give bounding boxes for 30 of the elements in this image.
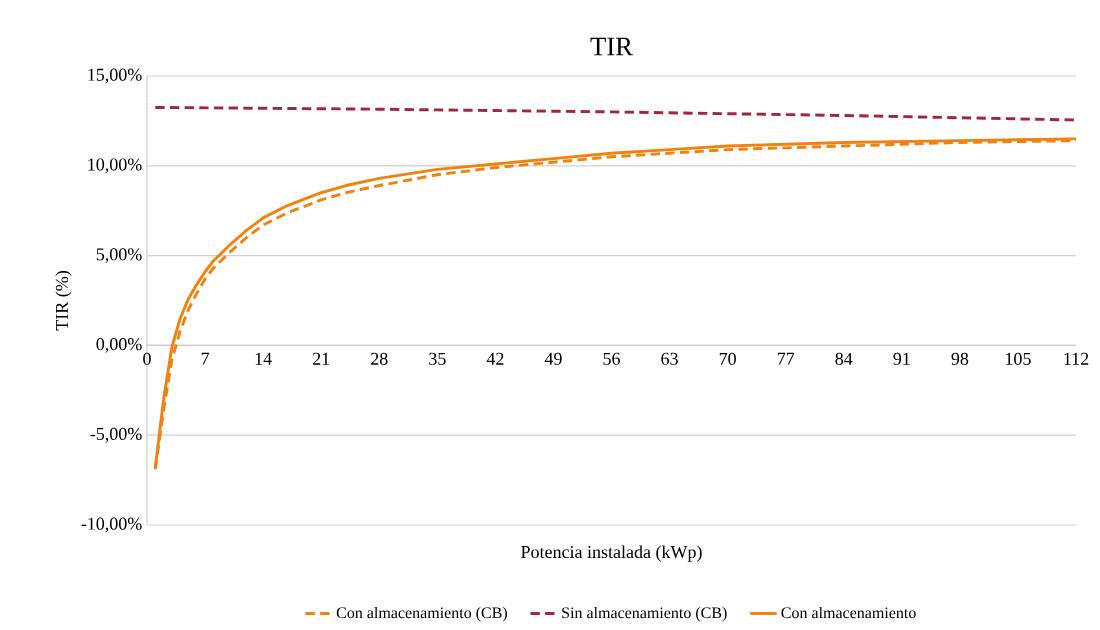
line-series — [153, 105, 1077, 122]
y-tick-label: 0,00% — [96, 338, 142, 353]
x-tick-label: 98 — [951, 352, 969, 365]
x-tick-label: 49 — [544, 352, 562, 365]
y-tick-label: 5,00% — [96, 248, 142, 263]
x-tick-label: 112 — [1064, 352, 1089, 365]
x-tick-label: 28 — [371, 352, 388, 365]
x-tick-label: 77 — [777, 352, 795, 365]
x-tick-label: 84 — [835, 352, 853, 365]
x-tick-label: 56 — [603, 352, 620, 365]
x-tick-label: 7 — [201, 352, 210, 365]
x-tick-label: 14 — [255, 352, 272, 365]
x-tick-label: 42 — [486, 352, 504, 365]
x-axis-title: Potencia instalada (kWp) — [521, 545, 702, 562]
x-tick-label: 63 — [661, 352, 678, 365]
legend-label: Sin almacenamiento (CB) — [562, 606, 727, 622]
legend-label: Con almacenamiento (CB) — [336, 606, 507, 622]
x-tick-label: 35 — [429, 352, 446, 365]
x-tick-label: 91 — [893, 352, 910, 365]
y-tick-label: 15,00% — [88, 68, 142, 84]
y-tick-label: 10,00% — [88, 158, 142, 174]
x-tick-label: 105 — [1006, 352, 1031, 365]
x-tick-label: 70 — [719, 352, 736, 365]
y-tick-label: -10,00% — [81, 517, 142, 533]
y-axis-title: TIR (%) — [55, 271, 72, 331]
legend-label: Con almacenamiento — [781, 606, 916, 619]
y-tick-label: -5,00% — [90, 427, 142, 443]
x-tick-label: 0 — [143, 352, 151, 365]
x-tick-label: 21 — [312, 352, 330, 365]
chart-title: TIR — [590, 37, 633, 56]
